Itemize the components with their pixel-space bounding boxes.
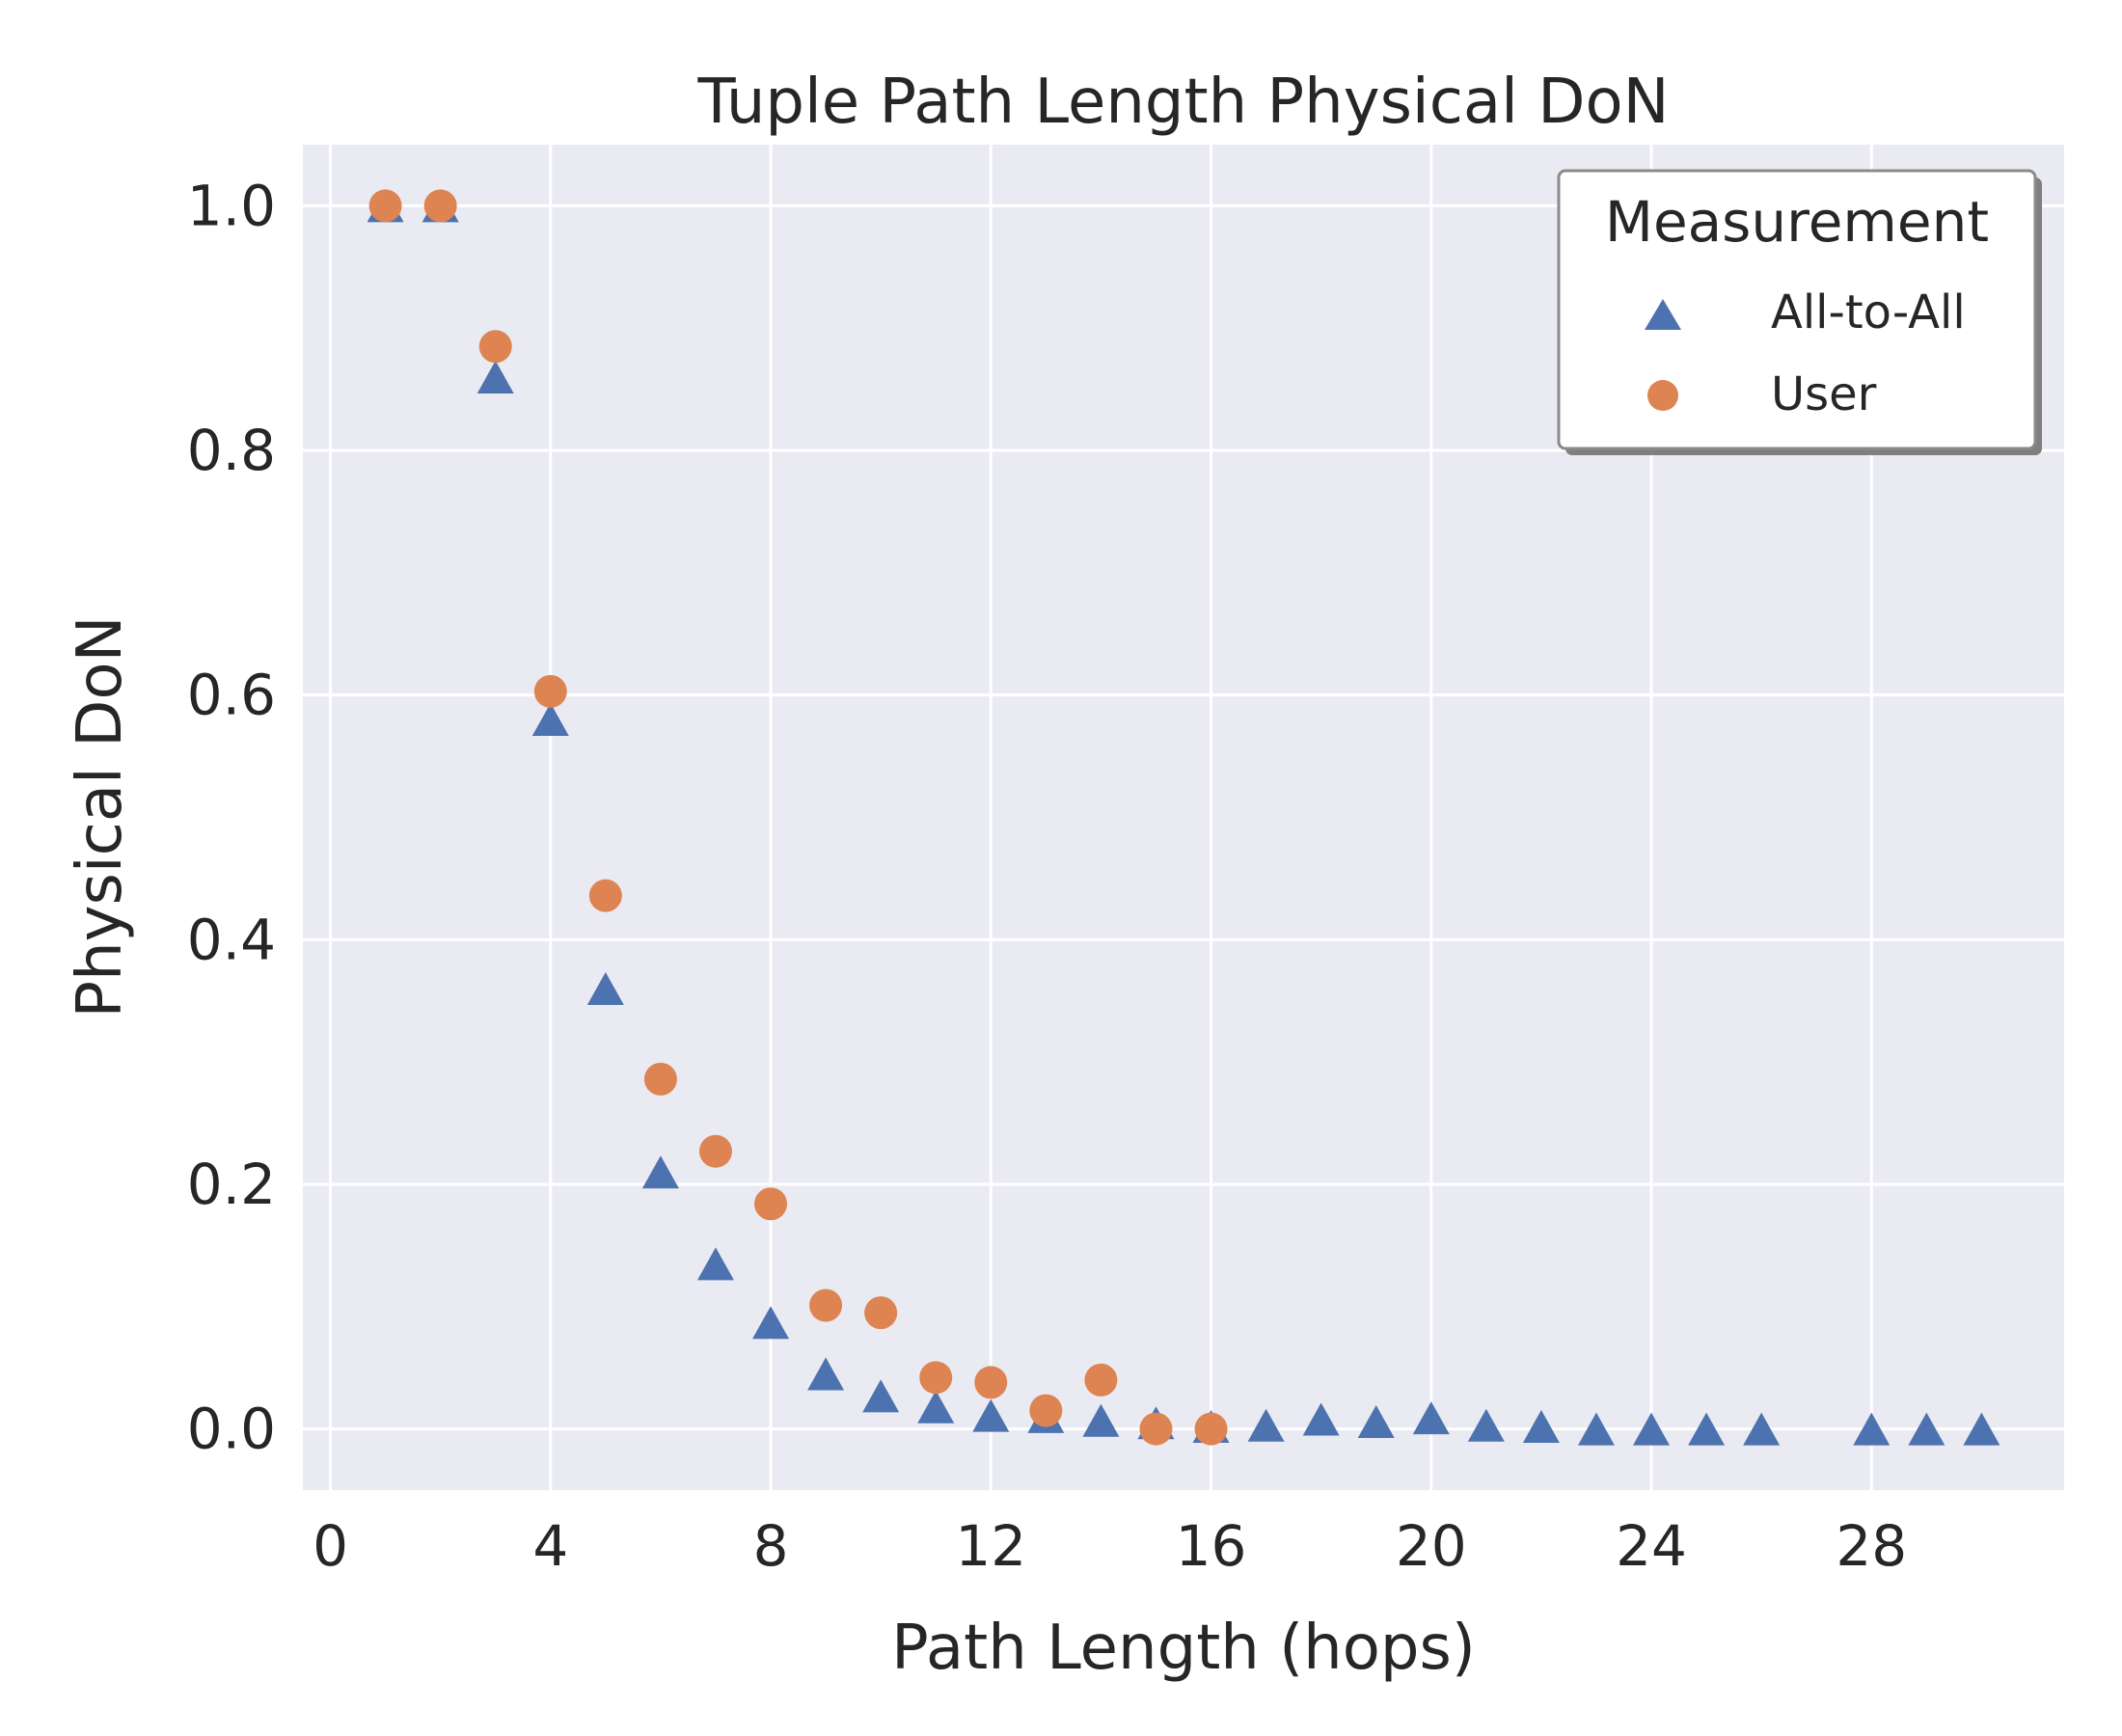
all-to-all-point	[641, 1155, 679, 1189]
x-axis-label: Path Length (hops)	[891, 1613, 1476, 1684]
x-tick-label: 24	[1616, 1513, 1687, 1579]
all-to-all-point	[1302, 1402, 1340, 1436]
all-to-all-point	[696, 1247, 734, 1281]
user-point	[698, 1134, 732, 1168]
user-point	[1194, 1412, 1228, 1446]
legend-circle-icon	[1647, 380, 1678, 411]
legend-box	[1557, 169, 2037, 450]
user-point	[754, 1187, 788, 1221]
legend-title: Measurement	[1605, 189, 1989, 255]
x-tick-label: 12	[955, 1513, 1026, 1579]
all-to-all-point	[752, 1306, 790, 1340]
all-to-all-point	[1853, 1412, 1891, 1446]
y-tick-label: 1.0	[187, 173, 276, 238]
legend-label-user: User	[1771, 367, 1877, 421]
all-to-all-point	[1633, 1412, 1671, 1446]
user-point	[368, 189, 402, 223]
user-point	[1139, 1412, 1173, 1446]
y-tick-label: 0.8	[187, 418, 276, 483]
all-to-all-point	[862, 1379, 900, 1413]
x-tick-label: 8	[753, 1513, 789, 1579]
all-to-all-point	[917, 1390, 955, 1424]
y-tick-labels: 0.0 0.2 0.4 0.6 0.8 1.0	[187, 173, 276, 1461]
all-to-all-point	[531, 703, 569, 737]
user-point	[974, 1366, 1008, 1399]
all-to-all-point	[476, 360, 514, 393]
x-tick-label: 4	[532, 1513, 568, 1579]
x-tick-labels: 0 4 8 12 16 20 24 28	[313, 1513, 1907, 1579]
legend-label-all-to-all: All-to-All	[1771, 285, 1966, 339]
legend-triangle-icon	[1645, 299, 1681, 330]
user-point	[919, 1361, 953, 1395]
y-tick-label: 0.4	[187, 907, 276, 972]
all-to-all-point	[1963, 1412, 2000, 1446]
all-to-all-point	[1577, 1412, 1615, 1446]
y-axis-label: Physical DoN	[65, 616, 136, 1018]
user-point	[809, 1288, 843, 1322]
all-to-all-point	[1082, 1403, 1120, 1437]
chart-title: Tuple Path Length Physical DoN	[696, 67, 1669, 138]
user-point	[588, 879, 622, 912]
user-point	[533, 674, 567, 708]
all-to-all-point	[1467, 1408, 1505, 1442]
all-to-all-point	[586, 972, 624, 1006]
all-to-all-point	[1908, 1412, 1945, 1446]
y-tick-label: 0.0	[187, 1397, 276, 1462]
user-point	[1084, 1363, 1118, 1397]
user-point	[1029, 1394, 1063, 1427]
all-to-all-point	[1412, 1401, 1450, 1435]
all-to-all-point	[1247, 1408, 1285, 1442]
user-point	[864, 1296, 898, 1330]
user-point	[643, 1062, 677, 1096]
x-tick-label: 20	[1396, 1513, 1467, 1579]
x-tick-label: 28	[1836, 1513, 1907, 1579]
user-point	[478, 330, 512, 364]
all-to-all-point	[1688, 1412, 1726, 1446]
y-tick-label: 0.2	[187, 1152, 276, 1217]
y-tick-label: 0.6	[187, 663, 276, 728]
x-tick-label: 0	[313, 1513, 348, 1579]
data-points	[367, 189, 2000, 1446]
legend: Measurement All-to-All User	[1557, 169, 2042, 455]
all-to-all-point	[807, 1357, 845, 1391]
all-to-all-point	[972, 1398, 1010, 1432]
user-point	[423, 189, 457, 223]
all-to-all-point	[1357, 1404, 1395, 1438]
all-to-all-point	[1743, 1412, 1781, 1446]
all-to-all-point	[1522, 1410, 1560, 1444]
x-tick-label: 16	[1176, 1513, 1247, 1579]
